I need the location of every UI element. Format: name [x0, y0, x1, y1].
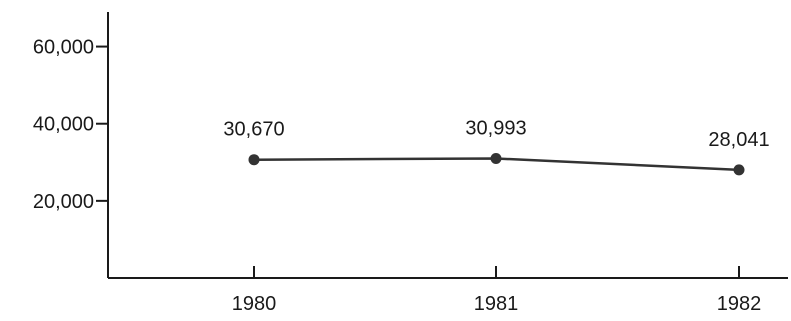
- data-label: 30,670: [223, 119, 284, 141]
- x-axis-ticks: 1980 1981 1982: [232, 266, 762, 315]
- y-axis-ticks: 20,000 40,000 60,000: [33, 37, 108, 213]
- x-tick-label: 1980: [232, 293, 277, 315]
- y-tick-label: 40,000: [33, 114, 94, 136]
- data-label: 28,041: [708, 129, 769, 151]
- data-label: 30,993: [465, 117, 526, 139]
- series-group: 30,670 30,993 28,041: [223, 117, 770, 176]
- y-tick-label: 20,000: [33, 191, 94, 213]
- y-tick-label: 60,000: [33, 37, 94, 59]
- data-point: [248, 154, 260, 166]
- x-tick-label: 1982: [717, 293, 762, 315]
- data-point: [733, 164, 745, 176]
- data-point: [490, 152, 502, 164]
- x-tick-label: 1981: [474, 293, 519, 315]
